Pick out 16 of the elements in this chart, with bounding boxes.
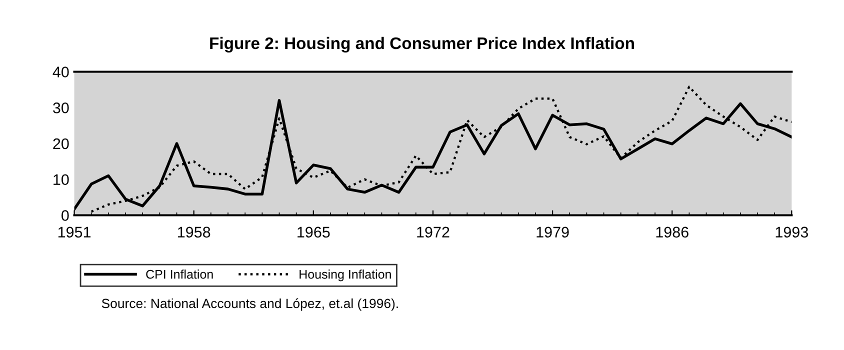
y-tick-label: 40 (52, 66, 69, 78)
legend-label: CPI Inflation (146, 270, 213, 279)
x-tick-label: 1993 (776, 226, 808, 238)
chart-title: Figure 2: Housing and Consumer Price Index Inflation (210, 36, 634, 53)
x-tick-label: 1972 (417, 226, 450, 238)
x-tick-label: 1958 (178, 226, 210, 238)
y-tick-label: 20 (53, 138, 69, 150)
y-tick-label: 0 (62, 210, 69, 221)
y-tick-label: 10 (54, 174, 69, 186)
legend-label: Housing Inflation (300, 270, 391, 282)
source-note: Source: National Accounts and López, et.al (1996). (102, 298, 398, 311)
x-tick-label: 1986 (656, 226, 688, 238)
y-tick-label: 30 (53, 102, 69, 114)
x-tick-label: 1965 (298, 226, 330, 238)
x-tick-label: 1951 (58, 226, 91, 238)
x-tick-label: 1979 (536, 226, 569, 238)
